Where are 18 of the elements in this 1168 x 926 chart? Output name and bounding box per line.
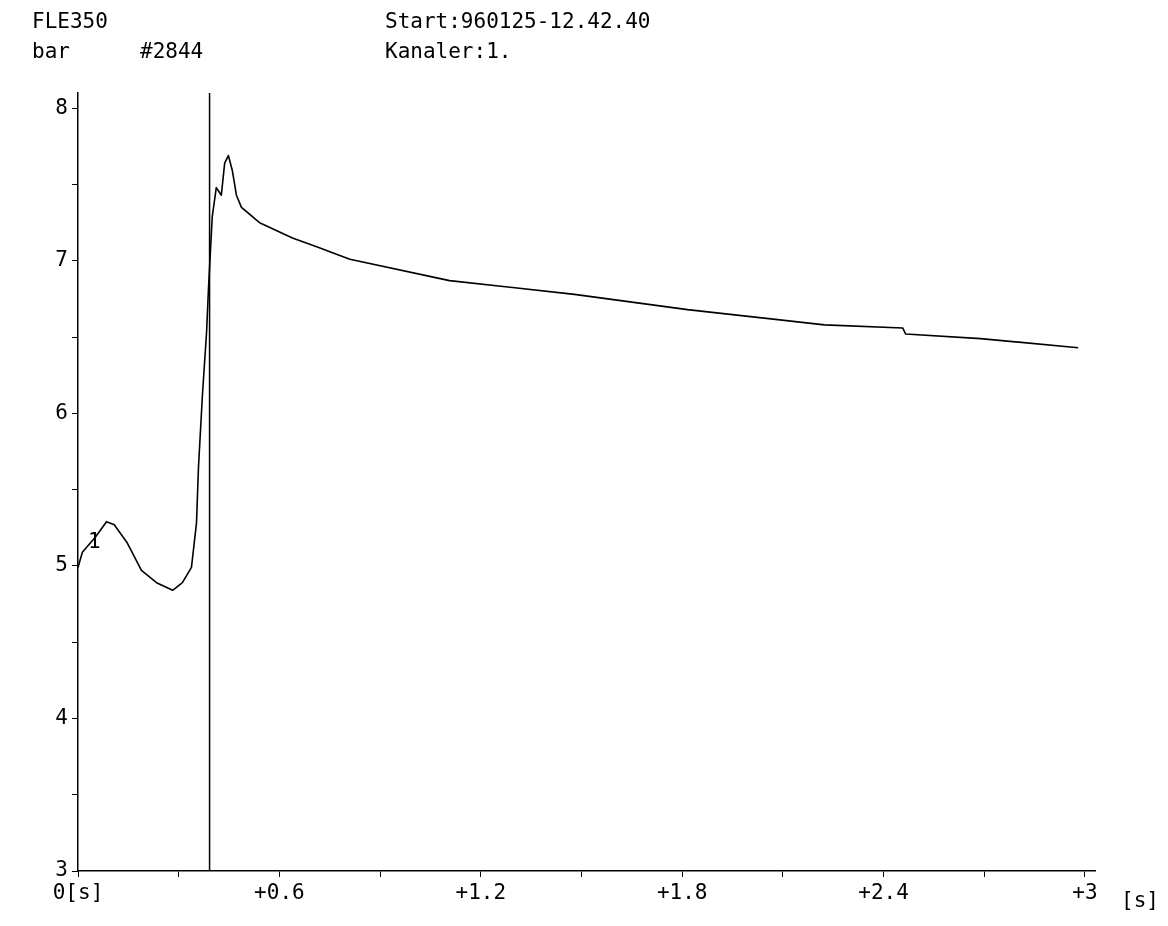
x-axis-title: [s] [1121,888,1159,912]
text: Kanaler:1. [385,39,512,63]
x-tick-label: +0.6 [254,880,305,905]
y-tick-label: 5 [55,552,68,577]
x-tick-label: +2.4 [858,880,909,905]
y-tick-label: 4 [55,704,68,729]
y-axis-title: bar [32,39,70,63]
x-tick-label: 0[s] [52,880,104,905]
chart-title: FLE350 [32,9,108,33]
x-tick-label: +3 [1072,880,1098,905]
y-tick-label: 8 [55,94,68,119]
text: #2844 [140,39,204,63]
x-tick-label: +1.8 [656,880,708,905]
x-tick-label: +1.2 [455,880,507,905]
y-tick-label: 7 [55,247,68,272]
y-tick-label: 3 [55,857,68,882]
y-tick-label: 6 [55,399,68,424]
text: Start:960125-12.42.40 [385,9,651,33]
